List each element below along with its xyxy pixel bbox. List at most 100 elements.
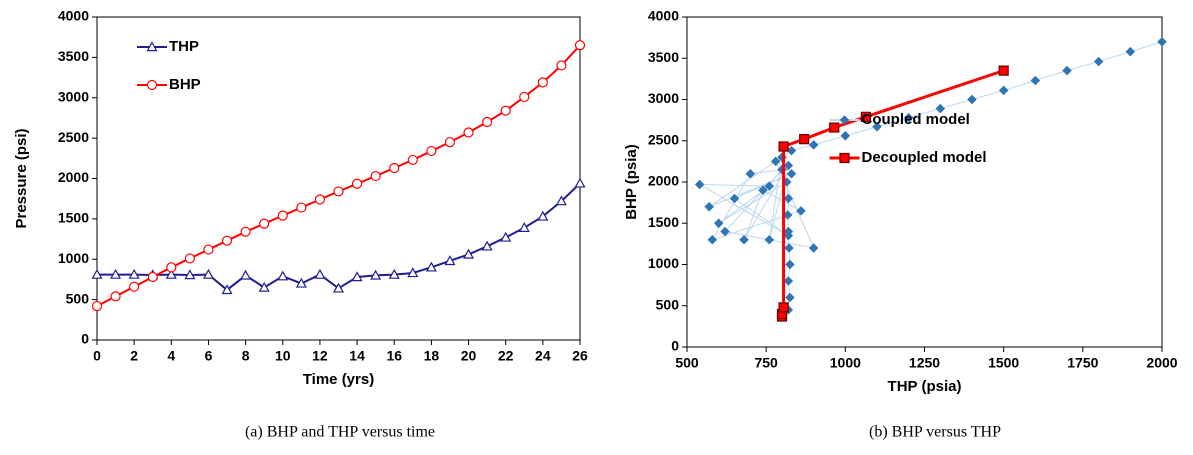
x-tick-label: 10 <box>275 348 291 364</box>
marker <box>463 127 474 138</box>
marker <box>786 168 797 179</box>
x-tick-label: 1500 <box>988 355 1019 371</box>
x-axis-title: THP (psia) <box>888 378 962 395</box>
series-line <box>699 41 1163 310</box>
marker <box>444 137 456 148</box>
legend-marker <box>839 115 850 125</box>
marker <box>277 270 289 281</box>
y-tick-label: 1500 <box>648 214 679 230</box>
marker <box>840 130 851 141</box>
marker <box>91 300 103 312</box>
marker <box>783 230 794 241</box>
y-tick-label: 3000 <box>648 90 679 106</box>
marker <box>370 170 381 182</box>
marker <box>784 243 794 253</box>
marker <box>783 160 794 171</box>
marker <box>314 268 326 279</box>
x-tick-label: 4 <box>167 348 175 364</box>
marker <box>184 269 196 280</box>
marker <box>694 179 705 190</box>
marker <box>1062 65 1072 76</box>
caption: (a) BHP and THP versus time <box>245 424 435 441</box>
marker <box>332 282 345 293</box>
marker <box>389 162 400 174</box>
marker <box>482 116 493 128</box>
y-tick-label: 2500 <box>58 129 89 145</box>
marker <box>351 178 363 189</box>
marker <box>574 177 586 188</box>
legend-label: BHP <box>169 76 201 93</box>
marker <box>808 140 819 150</box>
marker <box>808 243 819 253</box>
y-tick-label: 0 <box>81 331 89 347</box>
marker <box>704 201 715 212</box>
marker <box>221 284 233 295</box>
marker <box>295 277 307 288</box>
marker <box>1093 56 1104 67</box>
marker <box>500 105 511 116</box>
legend-marker <box>839 152 850 164</box>
marker <box>203 244 214 255</box>
marker <box>463 248 475 259</box>
marker <box>518 222 530 232</box>
marker <box>785 292 795 303</box>
marker <box>729 193 740 204</box>
marker <box>783 276 794 286</box>
plot-area <box>686 16 1163 348</box>
marker <box>110 268 122 279</box>
marker <box>829 122 840 133</box>
x-tick-label: 6 <box>205 348 213 364</box>
marker <box>370 269 382 280</box>
x-tick-label: 24 <box>535 348 551 364</box>
marker <box>147 271 158 283</box>
x-tick-label: 22 <box>498 348 514 364</box>
marker <box>799 134 810 145</box>
marker <box>785 259 795 270</box>
marker <box>351 271 363 282</box>
marker <box>314 194 326 205</box>
marker <box>240 269 252 280</box>
caption: (b) BHP versus THP <box>869 424 1001 441</box>
marker <box>333 186 344 197</box>
marker <box>860 111 872 122</box>
marker <box>259 218 270 229</box>
marker <box>444 255 456 266</box>
x-tick-label: 14 <box>349 348 365 364</box>
marker <box>165 268 177 279</box>
x-tick-label: 20 <box>461 348 477 364</box>
marker <box>91 268 103 279</box>
marker <box>407 154 418 166</box>
y-tick-label: 3000 <box>58 88 89 104</box>
legend-marker <box>146 79 158 91</box>
x-tick-label: 18 <box>424 348 440 364</box>
marker <box>519 91 530 103</box>
y-tick-label: 0 <box>671 338 679 354</box>
legend-marker <box>146 41 158 52</box>
marker <box>778 302 789 313</box>
x-tick-label: 8 <box>242 348 250 364</box>
marker <box>556 60 567 71</box>
y-tick-label: 3500 <box>58 48 89 64</box>
x-tick-label: 2000 <box>1146 355 1177 371</box>
legend-label: Coupled model <box>862 111 970 128</box>
y-tick-label: 4000 <box>58 8 89 24</box>
y-tick-label: 1000 <box>58 250 89 266</box>
y-tick-label: 2500 <box>648 131 679 147</box>
y-tick-label: 2000 <box>58 169 89 185</box>
marker <box>500 231 512 242</box>
marker <box>745 168 756 179</box>
marker <box>764 234 775 245</box>
marker <box>184 253 195 264</box>
y-tick-label: 3500 <box>648 49 679 65</box>
marker <box>388 268 400 279</box>
x-tick-label: 12 <box>312 348 328 364</box>
marker <box>903 112 914 123</box>
x-axis-title: Time (yrs) <box>303 371 374 388</box>
series-line <box>780 69 1005 317</box>
x-tick-label: 26 <box>572 348 588 364</box>
marker <box>407 267 419 278</box>
marker <box>166 262 177 273</box>
marker <box>128 268 140 279</box>
marker <box>221 235 233 246</box>
